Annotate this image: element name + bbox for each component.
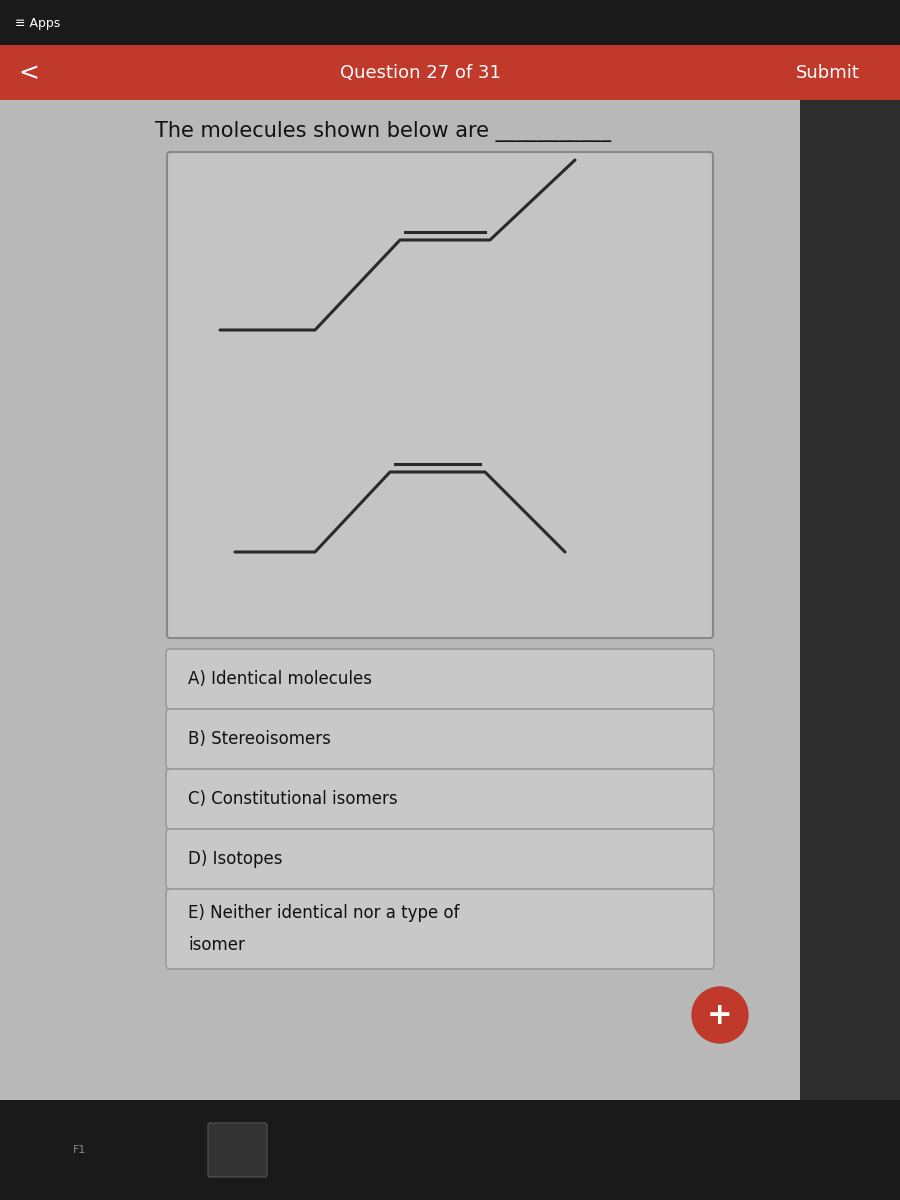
FancyBboxPatch shape xyxy=(800,100,900,1100)
FancyBboxPatch shape xyxy=(166,769,714,829)
FancyBboxPatch shape xyxy=(167,152,713,638)
FancyBboxPatch shape xyxy=(0,1100,900,1200)
Text: The molecules shown below are ___________: The molecules shown below are __________… xyxy=(155,121,611,143)
FancyBboxPatch shape xyxy=(0,44,900,100)
Text: E) Neither identical nor a type of: E) Neither identical nor a type of xyxy=(188,904,460,922)
Text: C) Constitutional isomers: C) Constitutional isomers xyxy=(188,790,398,808)
Text: Submit: Submit xyxy=(796,64,860,82)
Text: <: < xyxy=(18,61,39,85)
FancyBboxPatch shape xyxy=(0,0,900,44)
FancyBboxPatch shape xyxy=(166,829,714,889)
Text: F1: F1 xyxy=(73,1145,86,1154)
Circle shape xyxy=(692,986,748,1043)
Text: B) Stereoisomers: B) Stereoisomers xyxy=(188,730,331,748)
Text: D) Isotopes: D) Isotopes xyxy=(188,850,283,868)
FancyBboxPatch shape xyxy=(166,889,714,970)
FancyBboxPatch shape xyxy=(0,100,800,1100)
Text: 80: 80 xyxy=(231,1142,248,1157)
Text: Question 27 of 31: Question 27 of 31 xyxy=(339,64,500,82)
Text: ≡ Apps: ≡ Apps xyxy=(15,17,60,30)
FancyBboxPatch shape xyxy=(208,1123,267,1177)
FancyBboxPatch shape xyxy=(166,649,714,709)
FancyBboxPatch shape xyxy=(166,709,714,769)
Text: A) Identical molecules: A) Identical molecules xyxy=(188,670,372,688)
Text: isomer: isomer xyxy=(188,936,245,954)
Text: +: + xyxy=(707,1001,733,1030)
